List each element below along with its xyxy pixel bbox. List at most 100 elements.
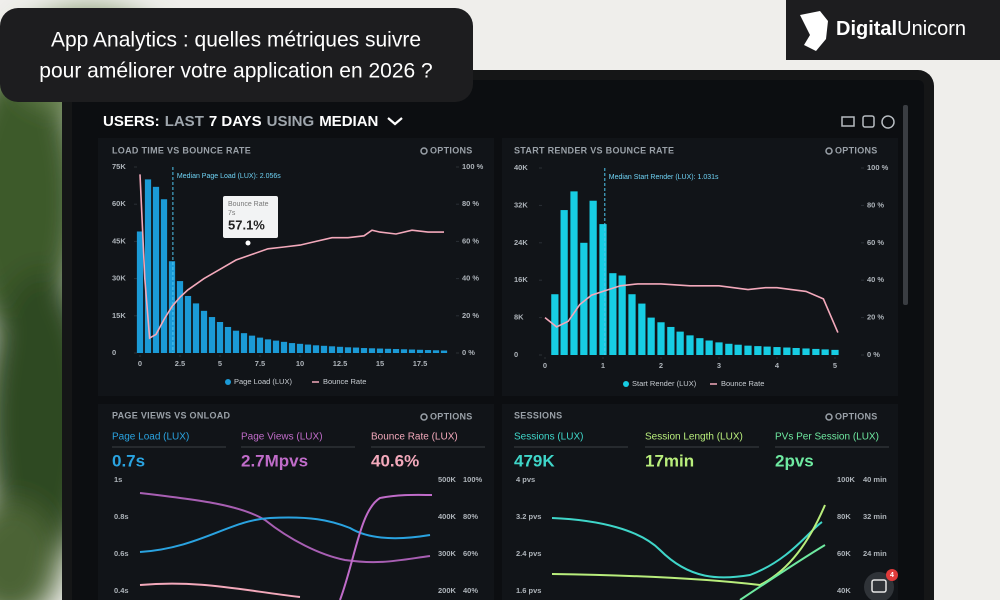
banner-box (0, 8, 473, 102)
bar (184, 295, 192, 353)
bar (296, 343, 304, 353)
x-tick-label: 1 (601, 361, 605, 370)
bar (224, 326, 232, 353)
dropdown-chevron[interactable] (387, 117, 403, 126)
bar (176, 281, 184, 353)
stat-value: 479K (514, 451, 555, 470)
bar (705, 340, 713, 355)
legend-swatch (623, 381, 629, 387)
x-tick-label: 7.5 (255, 359, 265, 368)
legend-label[interactable]: Bounce Rate (721, 379, 764, 388)
axis-label: 60K (837, 549, 851, 558)
heading-part: USING (267, 113, 315, 130)
bar (609, 273, 617, 355)
bar (440, 350, 448, 353)
axis-label: 400K (438, 512, 457, 521)
x-tick-label: 2.5 (175, 359, 185, 368)
axis-label: 40K (837, 586, 851, 595)
heading-part: 7 DAYS (209, 113, 262, 130)
y2-tick-label: 100 % (462, 162, 484, 171)
y2-tick-label: 20 % (867, 313, 884, 322)
banner-title: App Analytics : quelles métriques suivre (51, 29, 421, 52)
bar (376, 348, 384, 353)
bar (216, 322, 224, 353)
stat-value: 2.7Mpvs (241, 451, 308, 470)
bar (715, 342, 723, 355)
scrollbar (903, 105, 908, 305)
bar (304, 344, 312, 353)
axis-label: 4 pvs (516, 475, 535, 484)
bar (200, 310, 208, 353)
stat-label: Page Views (LUX) (241, 432, 323, 443)
bar (320, 345, 328, 353)
median-annotation: Median Start Render (LUX): 1.031s (609, 174, 719, 181)
legend-label[interactable]: Page Load (LUX) (234, 377, 292, 386)
toolbar-icons (841, 115, 895, 129)
bar (280, 341, 288, 353)
bar (208, 317, 216, 353)
bar (408, 349, 416, 353)
axis-label: 80% (463, 512, 478, 521)
share-icon[interactable] (862, 115, 875, 128)
gear-icon (420, 413, 428, 421)
bar (763, 346, 771, 355)
bar (432, 350, 440, 353)
tooltip-title: Bounce Rate (228, 201, 269, 208)
legend-swatch (225, 379, 231, 385)
bar (589, 200, 597, 355)
heading-part: USERS: (103, 113, 160, 130)
bar (328, 346, 336, 353)
bar (336, 346, 344, 353)
stat-value: 17min (645, 451, 694, 470)
bar (248, 335, 256, 353)
bar (192, 303, 200, 353)
monitor-icon[interactable] (841, 116, 855, 127)
y2-tick-label: 40 % (867, 275, 884, 284)
y2-tick-label: 20 % (462, 311, 479, 320)
badge-count: 4 (890, 572, 894, 579)
bar (628, 294, 636, 355)
chat-icon (871, 579, 887, 593)
x-tick-label: 17.5 (413, 359, 428, 368)
options-button[interactable]: OPTIONS (430, 145, 473, 155)
chart-title: LOAD TIME VS BOUNCE RATE (112, 145, 251, 155)
help-icon[interactable] (881, 115, 895, 129)
bar (256, 337, 264, 353)
bar (773, 347, 781, 355)
options-button[interactable]: OPTIONS (835, 411, 878, 421)
gear-icon (825, 413, 833, 421)
legend-label[interactable]: Start Render (LUX) (632, 379, 697, 388)
y2-tick-label: 0 % (462, 348, 475, 357)
bar (400, 349, 408, 353)
bar (783, 347, 791, 355)
panel-title: PAGE VIEWS VS ONLOAD (112, 410, 231, 420)
y-tick-label: 30K (112, 274, 126, 283)
axis-label: 0.8s (114, 512, 129, 521)
median-annotation: Median Page Load (LUX): 2.056s (177, 173, 281, 180)
bar (240, 333, 248, 353)
y-tick-label: 8K (514, 313, 524, 322)
chat-button[interactable] (864, 572, 894, 600)
legend-label[interactable]: Bounce Rate (323, 377, 366, 386)
options-button[interactable]: OPTIONS (835, 145, 878, 155)
y2-tick-label: 60 % (462, 236, 479, 245)
banner-title: pour améliorer votre application en 2026… (39, 60, 432, 83)
bar (754, 346, 762, 355)
y-tick-label: 16K (514, 275, 528, 284)
axis-label: 200K (438, 586, 457, 595)
y-tick-label: 60K (112, 199, 126, 208)
axis-label: 100% (463, 475, 483, 484)
options-button[interactable]: OPTIONS (430, 411, 473, 421)
bar (657, 322, 665, 355)
bar (560, 210, 568, 355)
bar (570, 191, 578, 355)
stat-label: PVs Per Session (LUX) (775, 432, 879, 443)
stat-label: Page Load (LUX) (112, 432, 189, 443)
bar (647, 317, 655, 355)
stat-label: Bounce Rate (LUX) (371, 432, 458, 443)
unicorn-icon (800, 11, 828, 51)
bar (288, 343, 296, 353)
bar (424, 350, 432, 353)
tooltip-value: 57.1% (228, 217, 265, 232)
